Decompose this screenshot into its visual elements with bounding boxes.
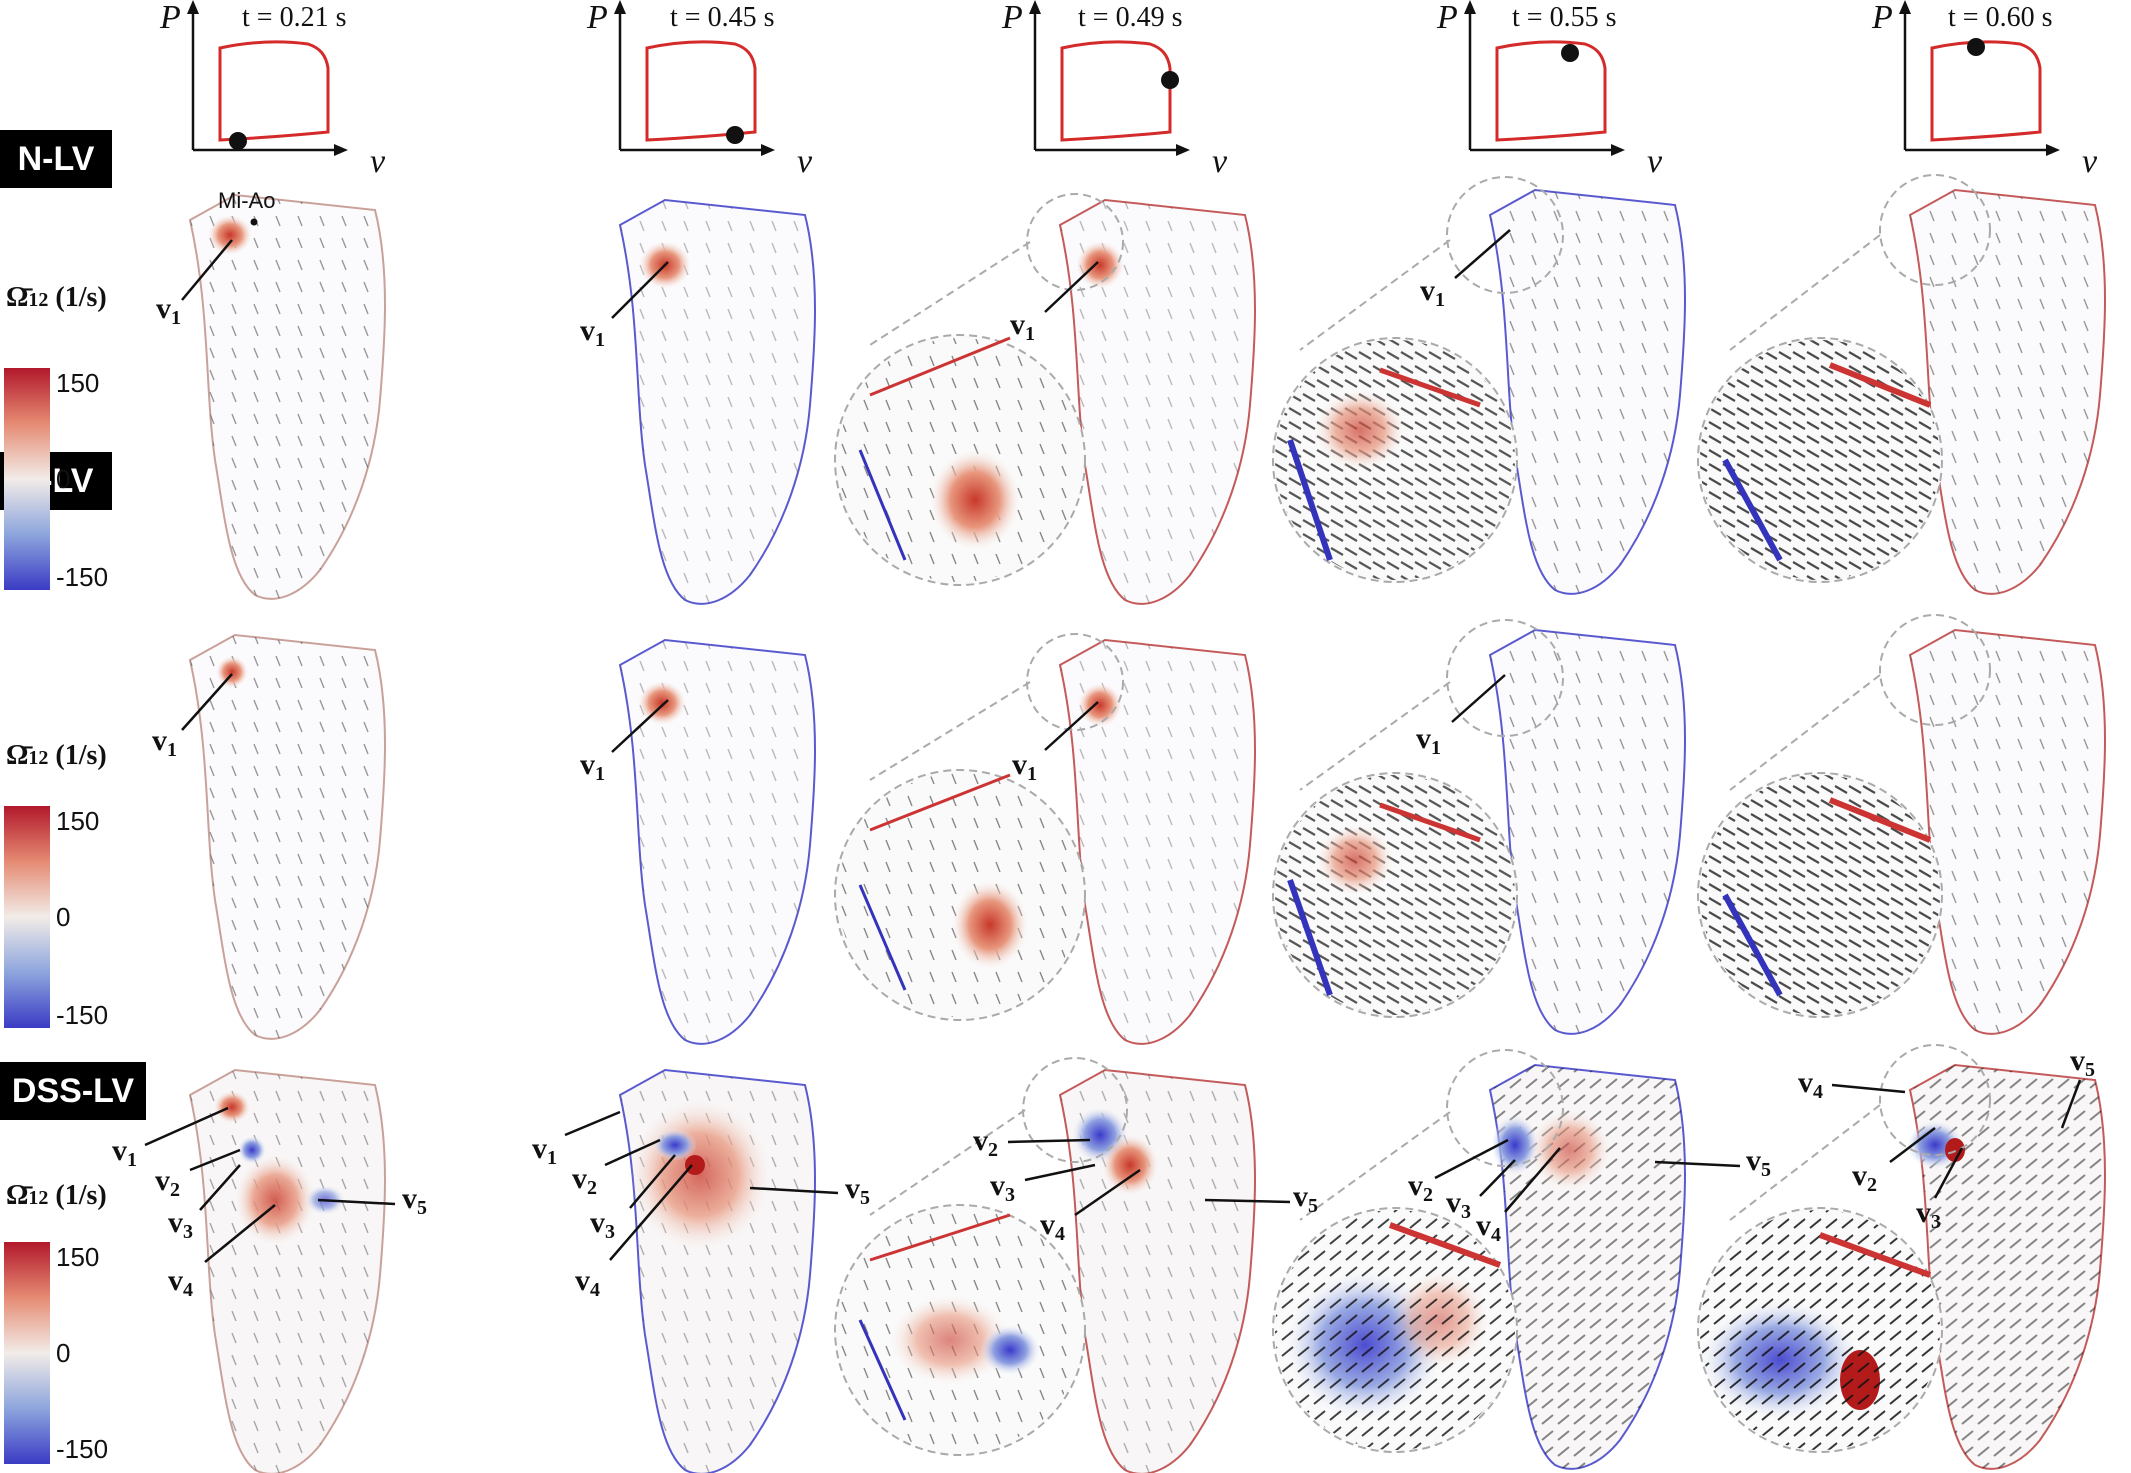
time-title-4: t = 0.55 s [1512,2,1617,33]
zoom-circle-s-lv-t055 [1272,619,1564,1018]
svg-text:v3: v3 [1916,1196,1941,1233]
svg-text:v3: v3 [590,1206,615,1243]
colorbar-gradient [4,368,50,590]
svg-text:v1: v1 [580,748,605,785]
ventricle-n-lv-t060 [1909,189,2106,595]
time-title-2: t = 0.45 s [670,2,775,33]
time-title-1: t = 0.21 s [242,2,347,33]
ventricle-s-lv-t060 [1909,629,2106,1035]
svg-text:v5: v5 [845,1172,870,1209]
colorbar-gradient [4,806,50,1028]
svg-text:v2: v2 [1408,1169,1433,1206]
svg-text:v: v [2082,143,2098,180]
svg-text:v: v [1647,143,1663,180]
ventricle-dss-lv-t049 [1059,1069,1256,1473]
colorbar-tick-max: 150 [56,368,100,398]
ventricle-s-lv-t021 [189,634,386,1040]
svg-text:v5: v5 [402,1182,427,1219]
svg-text:P: P [1436,0,1458,36]
zoom-circle-s-lv-t049 [834,633,1124,1021]
ventricle-n-lv-t021 [189,194,386,600]
svg-text:v4: v4 [1476,1209,1501,1246]
pv-loop-2 [612,0,777,158]
zoom-circle-dss-lv-t060 [1697,1044,1991,1453]
annotations-dss-lv: v1 v2 v3 v4 v5 v1 v2 v3 v4 v5 v2 v3 v4 v… [112,1044,2095,1301]
colorbar-tick-min: -150 [56,1434,109,1464]
pv-loop-1 [185,0,350,158]
ventricle-n-lv-t055 [1489,189,1686,595]
colorbar-tick-max: 150 [56,806,100,836]
svg-text:P: P [1001,0,1023,36]
svg-text:v4: v4 [1040,1208,1065,1245]
svg-text:P: P [586,0,608,36]
annotations-s-lv: v1 v1 v1 v1 [152,673,1506,785]
svg-text:v2: v2 [1852,1159,1877,1196]
zoom-circle-dss-lv-t049 [834,1057,1128,1456]
zoom-circle-dss-lv-t055 [1272,1049,1564,1453]
ventricle-dss-lv-t055 [1489,1064,1686,1470]
colorbar-tick-min: -150 [56,562,109,592]
zoom-circle-s-lv-t060 [1697,614,1991,1018]
colorbar-title: Ω̄12 (1/s) [6,282,107,313]
colorbar-tick-min: -150 [56,1000,109,1030]
pv-axis-labels: P v P v P v P v P v [159,0,2098,180]
ventricle-s-lv-t055 [1489,629,1686,1035]
svg-text:v4: v4 [575,1264,600,1301]
svg-text:v1: v1 [1010,308,1035,345]
svg-text:v3: v3 [1446,1186,1471,1223]
svg-text:P: P [159,0,181,36]
time-title-3: t = 0.49 s [1078,2,1183,33]
svg-text:v1: v1 [1416,722,1441,759]
colorbar-title: Ω̄12 (1/s) [6,740,107,771]
ventricle-dss-lv-t060 [1907,1064,2106,1470]
time-title-5: t = 0.60 s [1948,2,2053,33]
colorbar-tick-max: 150 [56,1242,100,1272]
pv-loop-4 [1462,0,1627,158]
svg-text:v: v [1212,143,1228,180]
zoom-circle-n-lv-t055 [1272,176,1564,583]
svg-text:v1: v1 [152,724,177,761]
svg-text:P: P [1871,0,1893,36]
svg-text:v5: v5 [1746,1144,1771,1181]
ventricle-dss-lv-t045 [619,1069,816,1473]
svg-text:v1: v1 [1012,748,1037,785]
zoom-circle-n-lv-t060 [1697,174,1991,583]
svg-text:v5: v5 [2070,1044,2095,1081]
svg-text:v1: v1 [532,1132,557,1169]
pv-loop-5 [1897,0,2062,158]
svg-text:v3: v3 [990,1169,1015,1206]
svg-text:v2: v2 [973,1124,998,1161]
row-label-dss-lv: DSS-LV [0,1062,146,1120]
svg-text:v4: v4 [1798,1066,1823,1103]
svg-text:v2: v2 [155,1164,180,1201]
svg-text:v2: v2 [572,1162,597,1199]
annotations-n-lv: Mi-Ao v1 v1 v1 v1 [156,188,1511,351]
svg-text:v1: v1 [1420,274,1445,311]
colorbar-title: Ω̄12 (1/s) [6,1180,107,1211]
ventricle-s-lv-t045 [619,639,816,1045]
colorbar-tick-mid: 0 [56,464,71,494]
svg-text:Mi-Ao: Mi-Ao [218,188,275,213]
ventricle-s-lv-t049 [1059,639,1256,1045]
ventricle-n-lv-t045 [619,199,816,605]
svg-text:v4: v4 [168,1264,193,1301]
svg-text:v1: v1 [112,1134,137,1171]
ventricle-n-lv-t049 [1059,199,1256,605]
colorbar-gradient [4,1242,50,1464]
colorbar-tick-mid: 0 [56,1338,71,1368]
pv-loop-3 [1027,0,1192,158]
zoom-circle-n-lv-t049 [834,193,1124,586]
row-label-n-lv: N-LV [0,130,112,188]
svg-text:v5: v5 [1293,1180,1318,1217]
ventricle-dss-lv-t021 [189,1069,386,1473]
svg-text:v3: v3 [168,1206,193,1243]
colorbar-tick-mid: 0 [56,902,71,932]
svg-text:v1: v1 [156,292,181,329]
svg-text:v: v [370,143,386,180]
svg-text:v1: v1 [580,314,605,351]
svg-text:v: v [797,143,813,180]
